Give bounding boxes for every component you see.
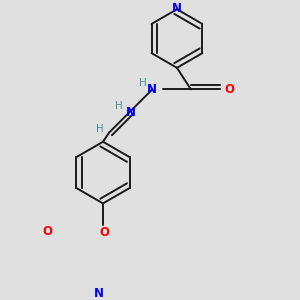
- Text: H: H: [96, 124, 104, 134]
- Text: N: N: [147, 83, 157, 96]
- Text: O: O: [100, 226, 110, 239]
- Text: H: H: [115, 101, 122, 111]
- Text: O: O: [224, 83, 234, 96]
- Text: H: H: [139, 78, 147, 88]
- Text: N: N: [172, 2, 182, 15]
- Text: N: N: [126, 106, 136, 119]
- Text: O: O: [43, 225, 52, 238]
- Text: N: N: [94, 287, 104, 300]
